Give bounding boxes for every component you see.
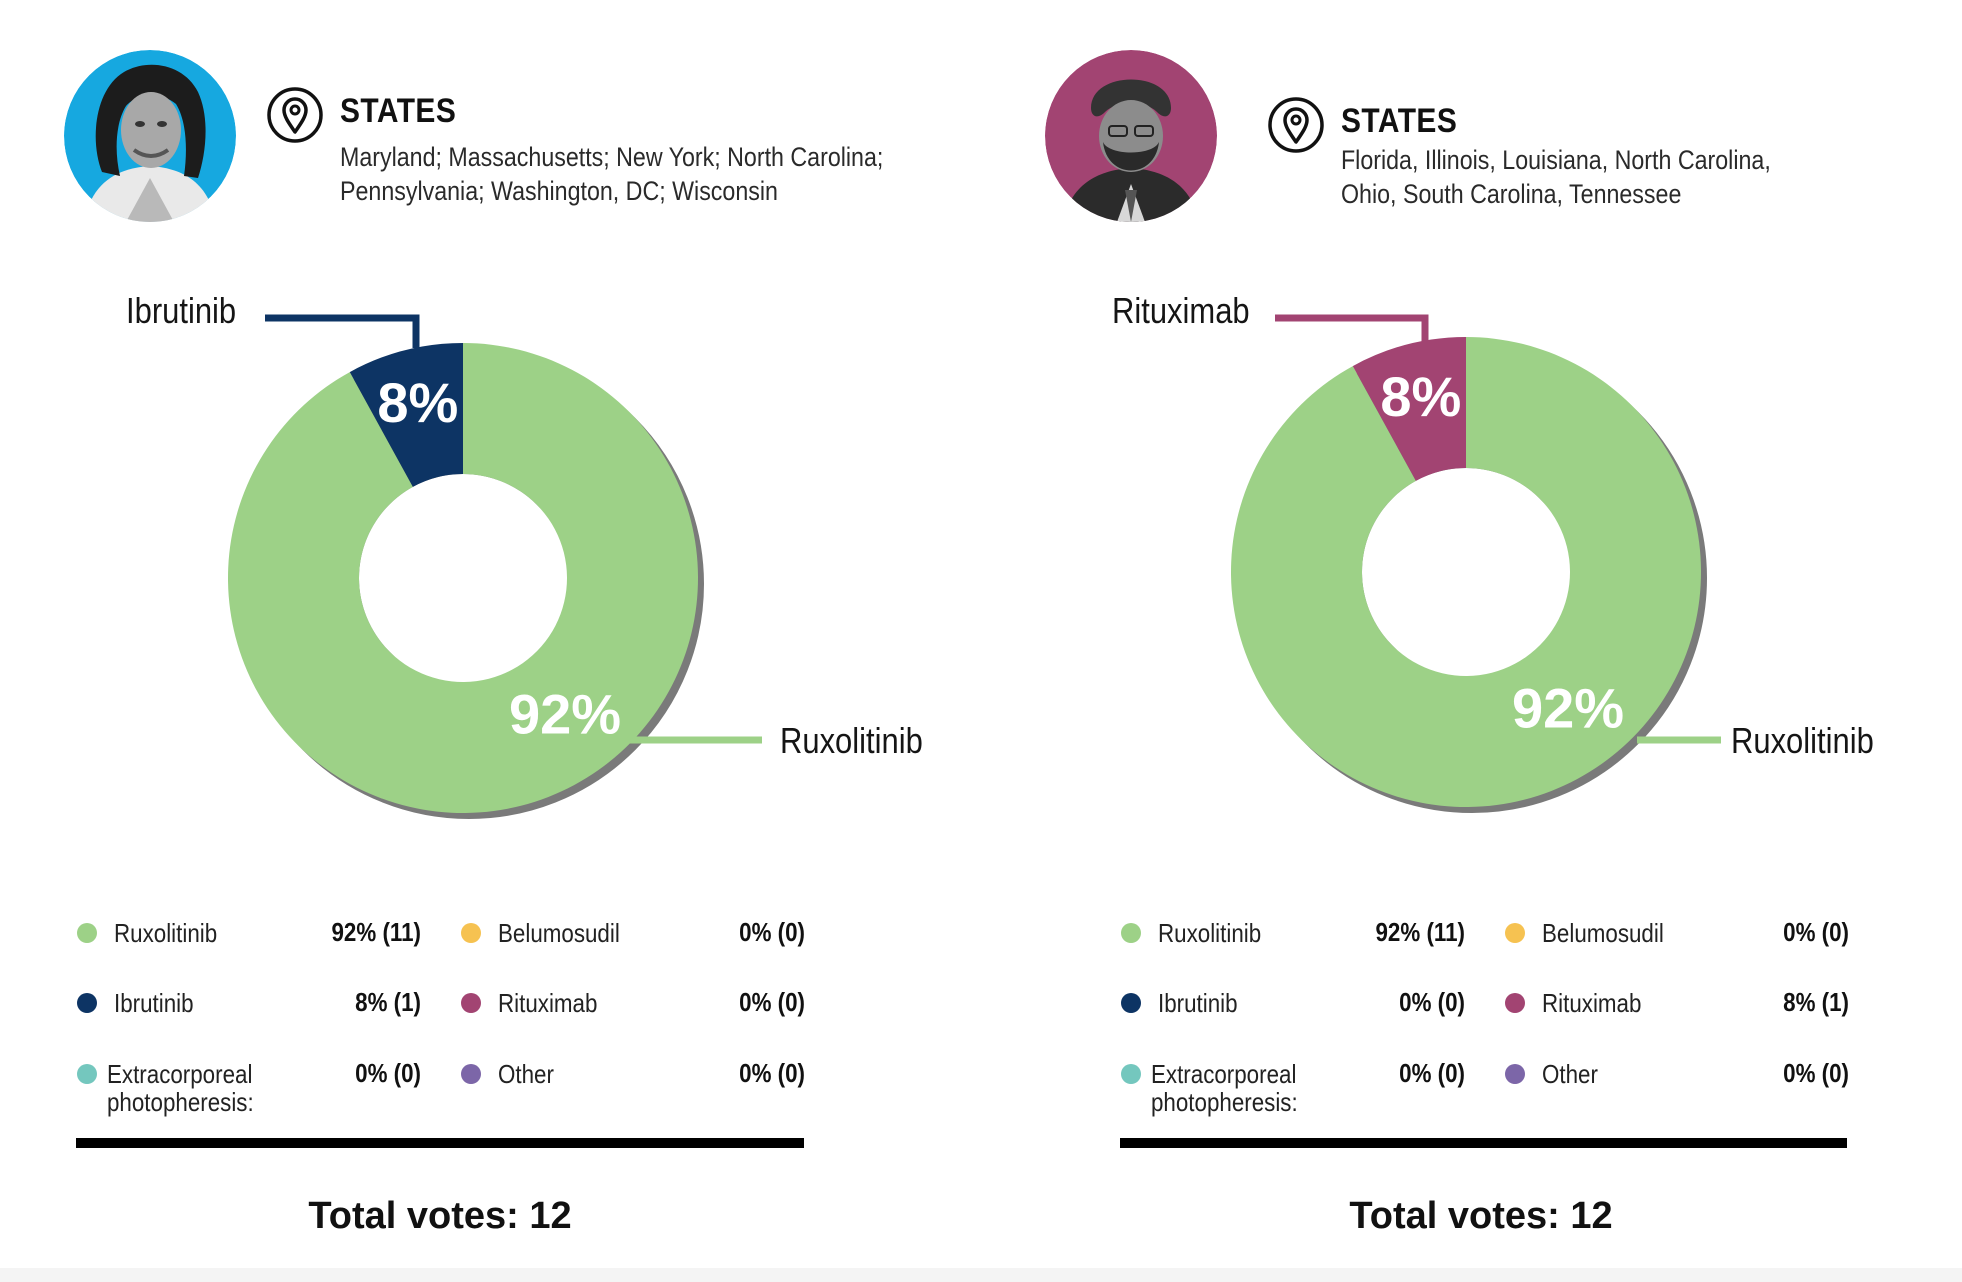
- avatar: [1045, 50, 1217, 222]
- callout-label-small-slice: Ibrutinib: [126, 290, 237, 331]
- donut-slice-ruxolitinib: [227, 343, 698, 814]
- slice-percent-label-small: 8%: [377, 371, 458, 434]
- legend-label-belumosudil: Belumosudil: [498, 918, 620, 948]
- legend-label-ruxolitinib: Ruxolitinib: [114, 918, 218, 948]
- legend-swatch-ruxolitinib: [77, 923, 97, 943]
- donut-slice-ruxolitinib: [1231, 337, 1701, 807]
- legend-swatch-other: [461, 1064, 481, 1084]
- legend-label-ruxolitinib: Ruxolitinib: [1158, 918, 1262, 948]
- legend-swatch-rituximab: [1505, 993, 1525, 1013]
- total-votes: Total votes: 12: [308, 1195, 572, 1237]
- legend-label-belumosudil: Belumosudil: [1542, 918, 1664, 948]
- donut-slice-ibrutinib: [349, 343, 463, 487]
- legend-label-extracorporeal-photopheresis: Extracorporeal photopheresis:: [1151, 1060, 1298, 1116]
- legend-label-other: Other: [498, 1059, 554, 1089]
- legend-label-line: Extracorporeal: [107, 1059, 253, 1089]
- states-title: STATES: [340, 92, 457, 130]
- states-title: STATES: [1341, 102, 1458, 140]
- donut-slice-rituximab: [1352, 337, 1466, 481]
- legend-label-rituximab: Rituximab: [498, 988, 598, 1018]
- legend-label-line: photopheresis:: [107, 1087, 254, 1117]
- legend-label-line: Extracorporeal: [1151, 1059, 1297, 1089]
- legend-value-ruxolitinib: 92% (11): [1375, 917, 1465, 947]
- states-list-line-2: Pennsylvania; Washington, DC; Wisconsin: [340, 176, 778, 206]
- legend-value-other: 0% (0): [739, 1058, 805, 1088]
- legend-label-extracorporeal-photopheresis: Extracorporeal photopheresis:: [107, 1060, 254, 1116]
- legend-label-other: Other: [1542, 1059, 1598, 1089]
- states-list-line-1: Florida, Illinois, Louisiana, North Caro…: [1341, 145, 1771, 175]
- slice-percent-label-large: 92%: [509, 682, 621, 745]
- page-bottom-strip: [0, 1268, 1962, 1282]
- legend-value-extracorporeal-photopheresis: 0% (0): [355, 1058, 421, 1088]
- total-votes: Total votes: 12: [1349, 1195, 1613, 1237]
- avatar: [64, 50, 236, 222]
- legend-swatch-extracorporeal-photopheresis: [77, 1064, 97, 1084]
- states-list-line-2: Ohio, South Carolina, Tennessee: [1341, 179, 1682, 209]
- donut-chart: 8% 92%: [1231, 314, 1721, 813]
- legend-label-ibrutinib: Ibrutinib: [114, 988, 194, 1018]
- callout-label-small-slice: Rituximab: [1112, 290, 1250, 331]
- legend-swatch-belumosudil: [461, 923, 481, 943]
- legend-value-ruxolitinib: 92% (11): [331, 917, 421, 947]
- legend-value-rituximab: 0% (0): [739, 987, 805, 1017]
- poll-panel-left: STATES Maryland; Massachusetts; New York…: [64, 50, 923, 1237]
- legend-swatch-rituximab: [461, 993, 481, 1013]
- legend-value-belumosudil: 0% (0): [1783, 917, 1849, 947]
- legend-swatch-ibrutinib: [1121, 993, 1141, 1013]
- callout-leader-line-small: [1275, 314, 1429, 344]
- legend-value-other: 0% (0): [1783, 1058, 1849, 1088]
- location-pin-icon: [267, 87, 323, 143]
- legend-swatch-ruxolitinib: [1121, 923, 1141, 943]
- donut-chart: 8% 92%: [227, 314, 762, 819]
- legend-swatch-belumosudil: [1505, 923, 1525, 943]
- states-list-line-1: Maryland; Massachusetts; New York; North…: [340, 142, 884, 172]
- location-pin-icon: [1268, 97, 1324, 153]
- legend-value-rituximab: 8% (1): [1783, 987, 1849, 1017]
- divider-rule: [1120, 1138, 1847, 1148]
- legend-label-ibrutinib: Ibrutinib: [1158, 988, 1238, 1018]
- callout-label-large-slice: Ruxolitinib: [780, 720, 923, 761]
- legend-value-ibrutinib: 0% (0): [1399, 987, 1465, 1017]
- legend-label-rituximab: Rituximab: [1542, 988, 1642, 1018]
- legend-swatch-ibrutinib: [77, 993, 97, 1013]
- callout-label-large-slice: Ruxolitinib: [1731, 720, 1874, 761]
- legend-value-ibrutinib: 8% (1): [355, 987, 421, 1017]
- poll-panel-right: STATES Florida, Illinois, Louisiana, Nor…: [981, 0, 1962, 1282]
- legend-value-belumosudil: 0% (0): [739, 917, 805, 947]
- legend-swatch-extracorporeal-photopheresis: [1121, 1064, 1141, 1084]
- callout-leader-line-small: [265, 314, 420, 348]
- legend-label-line: photopheresis:: [1151, 1087, 1298, 1117]
- divider-rule: [76, 1138, 804, 1148]
- legend-swatch-other: [1505, 1064, 1525, 1084]
- legend-value-extracorporeal-photopheresis: 0% (0): [1399, 1058, 1465, 1088]
- slice-percent-label-small: 8%: [1380, 365, 1461, 428]
- slice-percent-label-large: 92%: [1512, 676, 1624, 739]
